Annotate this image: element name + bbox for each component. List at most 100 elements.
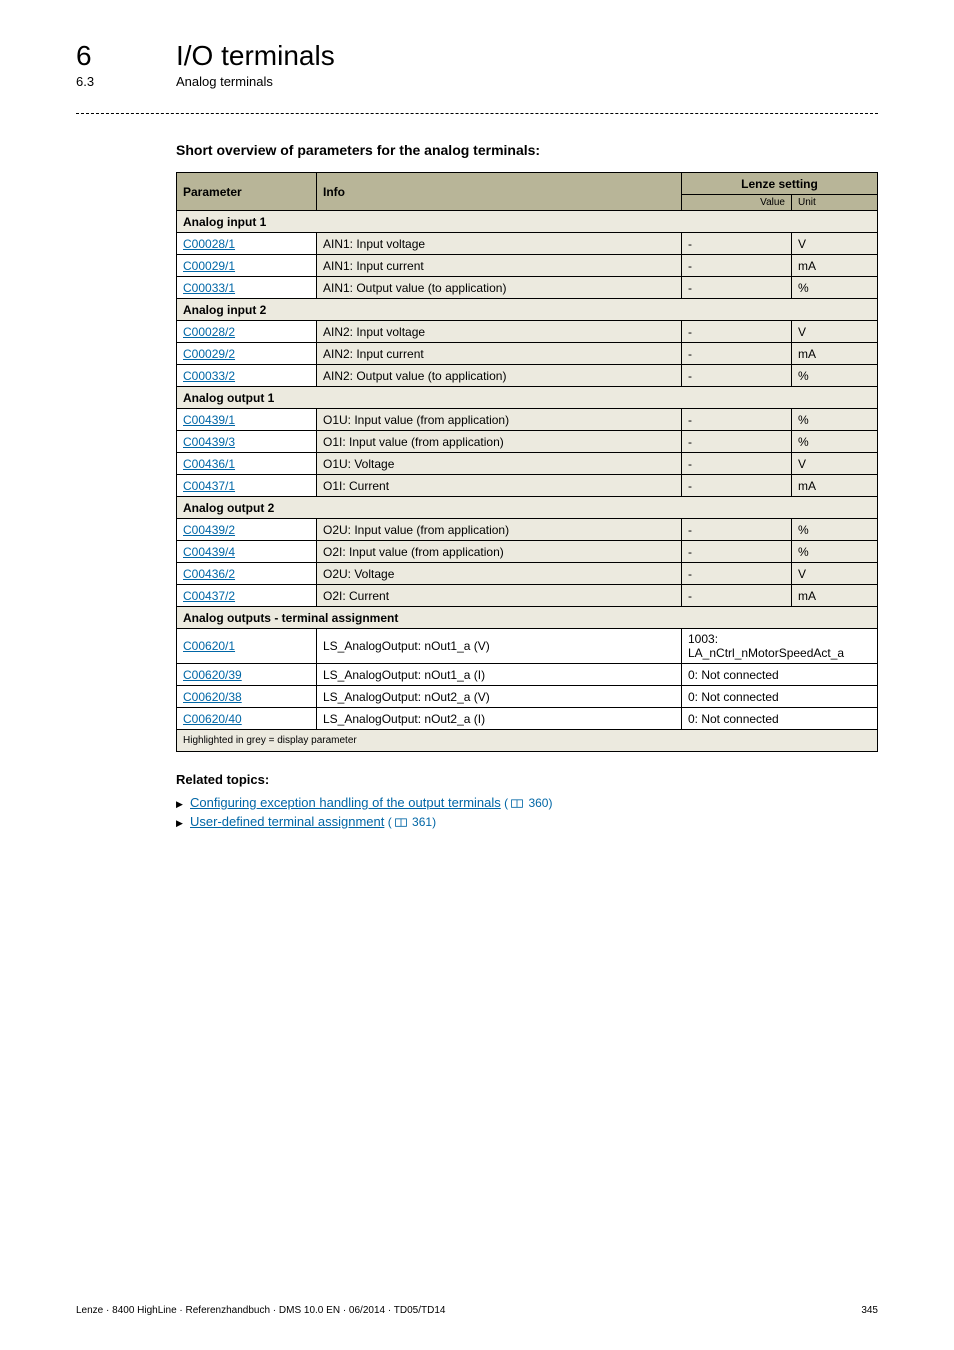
- unit-cell: mA: [792, 255, 878, 277]
- info-cell: AIN1: Input current: [317, 255, 682, 277]
- value-cell: -: [682, 277, 792, 299]
- info-cell: LS_AnalogOutput: nOut2_a (V): [317, 686, 682, 708]
- info-cell: O1I: Input value (from application): [317, 431, 682, 453]
- info-cell: AIN2: Input current: [317, 343, 682, 365]
- related-link[interactable]: User-defined terminal assignment: [190, 814, 384, 829]
- unit-cell: %: [792, 277, 878, 299]
- param-link[interactable]: C00439/1: [183, 413, 235, 427]
- page-footer: Lenze · 8400 HighLine · Referenzhandbuch…: [76, 1305, 878, 1316]
- param-cell: C00029/2: [177, 343, 317, 365]
- info-cell: LS_AnalogOutput: nOut1_a (V): [317, 629, 682, 664]
- param-link[interactable]: C00436/1: [183, 457, 235, 471]
- unit-cell: mA: [792, 475, 878, 497]
- param-link[interactable]: C00620/1: [183, 639, 235, 653]
- col-info: Info: [317, 173, 682, 211]
- group-label: Analog output 2: [177, 497, 878, 519]
- param-link[interactable]: C00437/1: [183, 479, 235, 493]
- param-link[interactable]: C00439/4: [183, 545, 235, 559]
- subsection-title: Analog terminals: [176, 74, 273, 89]
- value-cell: -: [682, 321, 792, 343]
- info-cell: O2I: Input value (from application): [317, 541, 682, 563]
- subsection-number: 6.3: [76, 74, 176, 89]
- param-link[interactable]: C00437/2: [183, 589, 235, 603]
- param-cell: C00620/39: [177, 664, 317, 686]
- param-cell: C00439/1: [177, 409, 317, 431]
- value-cell: -: [682, 453, 792, 475]
- param-cell: C00439/4: [177, 541, 317, 563]
- value-cell: -: [682, 233, 792, 255]
- info-cell: LS_AnalogOutput: nOut1_a (I): [317, 664, 682, 686]
- col-setting: Lenze setting: [682, 173, 878, 195]
- info-cell: AIN2: Input voltage: [317, 321, 682, 343]
- param-cell: C00620/38: [177, 686, 317, 708]
- param-link[interactable]: C00439/2: [183, 523, 235, 537]
- unit-cell: mA: [792, 343, 878, 365]
- param-link[interactable]: C00620/40: [183, 712, 242, 726]
- unit-cell: %: [792, 519, 878, 541]
- info-cell: O1I: Current: [317, 475, 682, 497]
- value-cell: -: [682, 519, 792, 541]
- unit-cell: mA: [792, 585, 878, 607]
- param-link[interactable]: C00439/3: [183, 435, 235, 449]
- col-parameter: Parameter: [177, 173, 317, 211]
- info-cell: O1U: Voltage: [317, 453, 682, 475]
- col-value: Value: [682, 195, 792, 211]
- unit-cell: V: [792, 321, 878, 343]
- param-link[interactable]: C00033/1: [183, 281, 235, 295]
- related-heading: Related topics:: [176, 772, 878, 787]
- info-cell: AIN2: Output value (to application): [317, 365, 682, 387]
- param-cell: C00033/1: [177, 277, 317, 299]
- info-cell: AIN1: Output value (to application): [317, 277, 682, 299]
- param-cell: C00028/1: [177, 233, 317, 255]
- setting-cell: 0: Not connected: [682, 686, 878, 708]
- value-cell: -: [682, 563, 792, 585]
- chapter-header: 6 I/O terminals: [76, 40, 878, 72]
- related-link[interactable]: Configuring exception handling of the ou…: [190, 795, 501, 810]
- group-label: Analog input 1: [177, 211, 878, 233]
- param-link[interactable]: C00028/1: [183, 237, 235, 251]
- parameters-table: Parameter Info Lenze setting Value Unit …: [176, 172, 878, 752]
- table-footnote: Highlighted in grey = display parameter: [177, 730, 878, 752]
- unit-cell: V: [792, 563, 878, 585]
- value-cell: -: [682, 343, 792, 365]
- divider: [76, 113, 878, 114]
- footer-left: Lenze · 8400 HighLine · Referenzhandbuch…: [76, 1305, 445, 1316]
- param-cell: C00029/1: [177, 255, 317, 277]
- info-cell: O2U: Input value (from application): [317, 519, 682, 541]
- param-cell: C00436/2: [177, 563, 317, 585]
- value-cell: -: [682, 475, 792, 497]
- section-heading: Short overview of parameters for the ana…: [176, 142, 878, 158]
- value-cell: -: [682, 409, 792, 431]
- footer-page-number: 345: [861, 1305, 878, 1316]
- param-cell: C00437/2: [177, 585, 317, 607]
- unit-cell: %: [792, 365, 878, 387]
- param-cell: C00028/2: [177, 321, 317, 343]
- param-link[interactable]: C00620/38: [183, 690, 242, 704]
- group-label: Analog output 1: [177, 387, 878, 409]
- unit-cell: %: [792, 431, 878, 453]
- param-cell: C00033/2: [177, 365, 317, 387]
- info-cell: AIN1: Input voltage: [317, 233, 682, 255]
- group-label: Analog outputs - terminal assignment: [177, 607, 878, 629]
- param-link[interactable]: C00033/2: [183, 369, 235, 383]
- setting-cell: 0: Not connected: [682, 664, 878, 686]
- unit-cell: V: [792, 233, 878, 255]
- param-link[interactable]: C00620/39: [183, 668, 242, 682]
- related-list: Configuring exception handling of the ou…: [176, 795, 878, 829]
- info-cell: O1U: Input value (from application): [317, 409, 682, 431]
- param-link[interactable]: C00029/2: [183, 347, 235, 361]
- param-link[interactable]: C00436/2: [183, 567, 235, 581]
- value-cell: -: [682, 431, 792, 453]
- value-cell: -: [682, 255, 792, 277]
- param-link[interactable]: C00028/2: [183, 325, 235, 339]
- unit-cell: %: [792, 409, 878, 431]
- setting-cell: 0: Not connected: [682, 708, 878, 730]
- param-cell: C00620/40: [177, 708, 317, 730]
- info-cell: O2U: Voltage: [317, 563, 682, 585]
- chapter-title: I/O terminals: [176, 40, 335, 72]
- unit-cell: V: [792, 453, 878, 475]
- info-cell: O2I: Current: [317, 585, 682, 607]
- param-cell: C00437/1: [177, 475, 317, 497]
- param-link[interactable]: C00029/1: [183, 259, 235, 273]
- param-cell: C00436/1: [177, 453, 317, 475]
